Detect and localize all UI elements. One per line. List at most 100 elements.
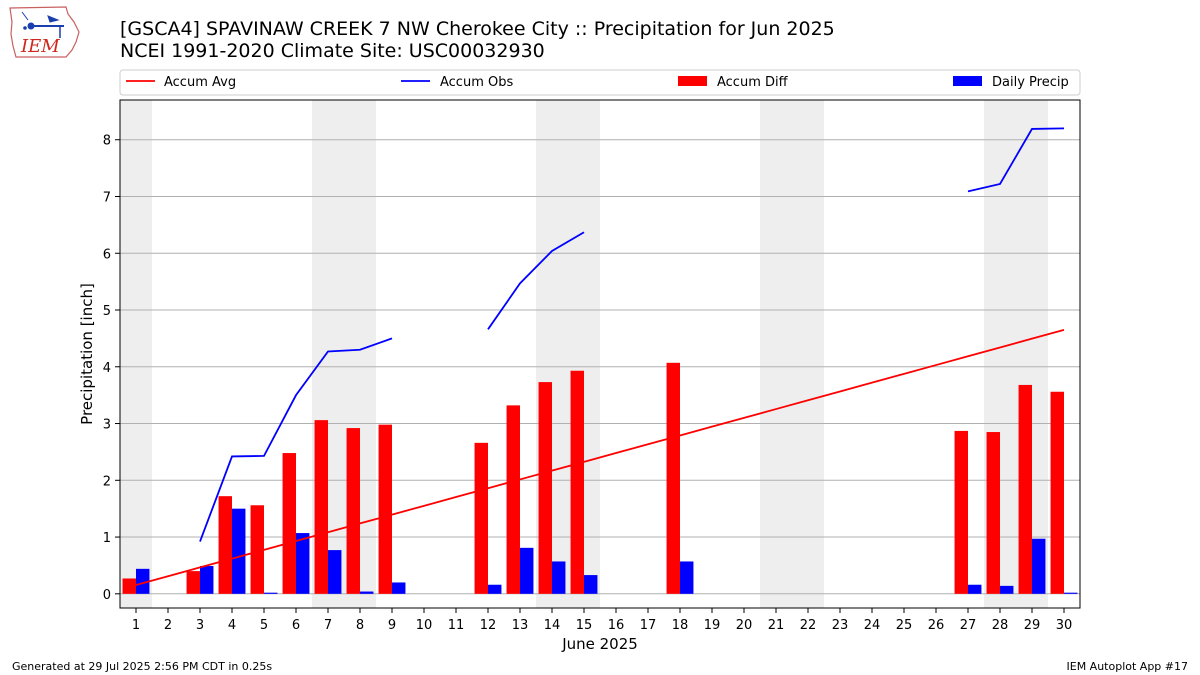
bar-daily-precip bbox=[328, 550, 342, 594]
bar-daily-precip bbox=[264, 592, 278, 594]
x-tick-label: 26 bbox=[928, 618, 945, 633]
bar-accum-diff bbox=[986, 432, 1000, 594]
legend-label-accum-obs: Accum Obs bbox=[440, 75, 513, 90]
chart-title-line2: NCEI 1991-2020 Climate Site: USC00032930 bbox=[120, 40, 545, 62]
bar-daily-precip bbox=[488, 584, 502, 594]
x-tick-label: 11 bbox=[448, 618, 465, 633]
bar-accum-diff bbox=[954, 430, 968, 594]
bar-accum-diff bbox=[314, 420, 328, 594]
bar-accum-diff bbox=[282, 453, 296, 594]
bar-daily-precip bbox=[1032, 538, 1046, 594]
legend-swatch-accum-diff bbox=[678, 76, 707, 86]
legend-label-daily-precip: Daily Precip bbox=[992, 75, 1069, 90]
bar-accum-diff bbox=[378, 424, 392, 594]
x-tick-label: 29 bbox=[1024, 618, 1041, 633]
bar-daily-precip bbox=[200, 565, 214, 594]
x-tick-label: 30 bbox=[1056, 618, 1073, 633]
legend-label-accum-avg: Accum Avg bbox=[164, 75, 236, 90]
bar-accum-diff bbox=[346, 428, 360, 594]
x-tick-label: 6 bbox=[292, 618, 300, 633]
legend-item-accum-avg[interactable]: Accum Avg bbox=[126, 75, 236, 90]
bar-daily-precip bbox=[552, 561, 566, 594]
bar-accum-diff bbox=[538, 382, 552, 594]
line-accum-obs bbox=[487, 231, 585, 330]
weather-station-icon bbox=[21, 11, 64, 38]
x-tick-label: 7 bbox=[324, 618, 332, 633]
bar-daily-precip bbox=[1000, 585, 1014, 594]
bar-daily-precip bbox=[360, 591, 374, 594]
legend-item-daily-precip[interactable]: Daily Precip bbox=[953, 75, 1069, 90]
x-tick-label: 16 bbox=[608, 618, 625, 633]
y-tick-label: 2 bbox=[103, 474, 111, 489]
y-tick-label: 8 bbox=[103, 134, 111, 149]
x-tick-label: 13 bbox=[512, 618, 529, 633]
bar-accum-diff bbox=[506, 405, 520, 594]
line-accum-avg bbox=[135, 329, 1065, 586]
x-tick-label: 21 bbox=[768, 618, 785, 633]
bar-accum-diff bbox=[570, 370, 584, 594]
legend-item-accum-diff[interactable]: Accum Diff bbox=[678, 75, 789, 90]
y-tick-label: 7 bbox=[103, 190, 111, 205]
bar-accum-diff bbox=[1050, 391, 1064, 594]
bar-accum-diff bbox=[122, 578, 136, 594]
x-axis-label: June 2025 bbox=[561, 635, 638, 653]
y-axis-label: Precipitation [inch] bbox=[78, 283, 96, 425]
x-tick-label: 14 bbox=[544, 618, 561, 633]
line-accum-obs bbox=[967, 127, 1065, 193]
y-tick-label: 5 bbox=[103, 304, 111, 319]
iem-logo[interactable]: IEM bbox=[9, 6, 80, 58]
weekend-shade-day-1 bbox=[120, 100, 152, 608]
x-tick-label: 1 bbox=[132, 618, 140, 633]
x-tick-label: 25 bbox=[896, 618, 913, 633]
bar-series bbox=[122, 362, 1078, 594]
legend-item-accum-obs[interactable]: Accum Obs bbox=[401, 75, 513, 90]
x-axis: 1 2 3 4 5 6 7 8 9 10 11 12 13 14 15 16 17 18 19 20 21 22 23 24 2… bbox=[132, 608, 1072, 633]
weekend-shade-day-21 bbox=[760, 100, 792, 608]
y-tick-label: 4 bbox=[103, 361, 111, 376]
gridlines bbox=[120, 139, 1080, 595]
x-tick-label: 22 bbox=[800, 618, 817, 633]
bar-accum-diff bbox=[1018, 384, 1032, 594]
bar-daily-precip bbox=[584, 575, 598, 594]
x-tick-label: 9 bbox=[388, 618, 396, 633]
x-tick-label: 2 bbox=[164, 618, 172, 633]
bar-daily-precip bbox=[232, 508, 246, 594]
legend-label-accum-diff: Accum Diff bbox=[717, 75, 789, 90]
y-axis: 0 1 2 3 4 5 6 7 8 bbox=[103, 134, 120, 603]
x-tick-label: 18 bbox=[672, 618, 689, 633]
x-tick-label: 15 bbox=[576, 618, 593, 633]
chart-title-line1: [GSCA4] SPAVINAW CREEK 7 NW Cherokee Cit… bbox=[120, 18, 835, 40]
y-tick-label: 0 bbox=[103, 588, 111, 603]
x-tick-label: 24 bbox=[864, 618, 881, 633]
footer-app: IEM Autoplot App #17 bbox=[1067, 660, 1189, 673]
bar-accum-diff bbox=[218, 496, 232, 594]
legend-box bbox=[119, 69, 1081, 96]
bar-daily-precip bbox=[296, 533, 310, 594]
plot-frame bbox=[119, 99, 1081, 609]
bar-accum-diff bbox=[250, 505, 264, 594]
x-tick-label: 5 bbox=[260, 618, 268, 633]
line-series bbox=[135, 127, 1065, 586]
bar-daily-precip bbox=[136, 568, 150, 594]
x-tick-label: 20 bbox=[736, 618, 753, 633]
x-tick-label: 27 bbox=[960, 618, 977, 633]
bar-accum-diff bbox=[666, 362, 680, 594]
y-tick-label: 3 bbox=[103, 418, 111, 433]
y-tick-label: 6 bbox=[103, 247, 111, 262]
footer-generated: Generated at 29 Jul 2025 2:56 PM CDT in … bbox=[12, 660, 272, 673]
x-tick-label: 4 bbox=[228, 618, 236, 633]
logo-text: IEM bbox=[20, 36, 60, 57]
x-tick-label: 23 bbox=[832, 618, 849, 633]
bar-daily-precip bbox=[392, 582, 406, 594]
x-tick-label: 17 bbox=[640, 618, 657, 633]
bar-daily-precip bbox=[1064, 592, 1078, 594]
y-tick-label: 1 bbox=[103, 531, 111, 546]
bar-accum-diff bbox=[186, 571, 200, 594]
bar-daily-precip bbox=[520, 547, 534, 594]
bar-accum-diff bbox=[474, 442, 488, 594]
bar-daily-precip bbox=[968, 584, 982, 594]
x-tick-label: 8 bbox=[356, 618, 364, 633]
x-tick-label: 19 bbox=[704, 618, 721, 633]
weekend-shade-day-22 bbox=[792, 100, 824, 608]
